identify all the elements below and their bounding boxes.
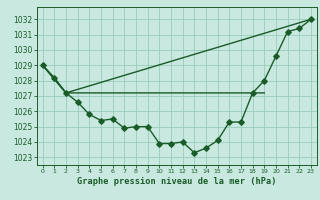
X-axis label: Graphe pression niveau de la mer (hPa): Graphe pression niveau de la mer (hPa) xyxy=(77,177,276,186)
